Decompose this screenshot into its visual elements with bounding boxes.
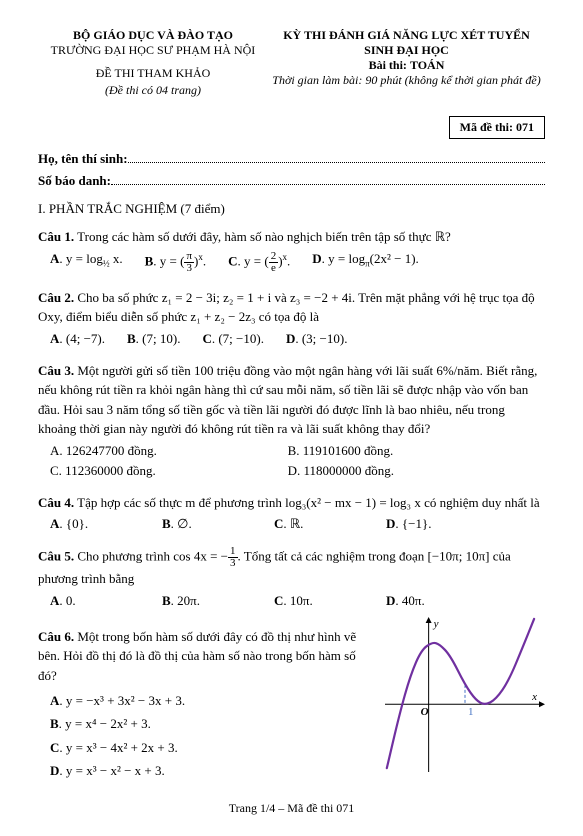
q4-text: Tập hợp các số thực m để phương trình lo…: [77, 495, 539, 510]
ref-note: (Đề thi có 04 trang): [38, 83, 268, 98]
id-label: Số báo danh:: [38, 173, 111, 189]
q3-a: A. 126247700 đồng.: [50, 443, 288, 459]
question-5: Câu 5. Cho phương trình cos 4x = −13. Tổ…: [38, 546, 545, 589]
question-4: Câu 4. Tập hợp các số thực m để phương t…: [38, 493, 545, 513]
q1-d: D. y = logπ(2x² − 1).: [312, 251, 419, 274]
subject: TOÁN: [410, 58, 444, 72]
subject-row: Bài thi: TOÁN: [268, 58, 545, 73]
ministry-line: BỘ GIÁO DỤC VÀ ĐÀO TẠO: [38, 28, 268, 43]
q5-frac: 13: [228, 546, 238, 569]
q1-c: C. y = (2e)x.: [228, 251, 290, 274]
exam-code-box: Mã đề thi: 071: [449, 116, 545, 139]
q4-options: A. {0}. B. ∅. C. ℝ. D. {−1}.: [50, 516, 545, 536]
name-label: Họ, tên thí sinh:: [38, 151, 128, 167]
q3-d: D. 118000000 đồng.: [288, 463, 526, 479]
q4-c: C. ℝ.: [274, 516, 364, 532]
q4-a: A. {0}.: [50, 516, 140, 532]
cubic-graph: 1 x y O: [385, 617, 545, 772]
exam-title: KỲ THI ĐÁNH GIÁ NĂNG LỰC XÉT TUYỂN SINH …: [268, 28, 545, 58]
q6-text: Một trong bốn hàm số dưới đây có đồ thị …: [38, 629, 356, 683]
question-1: Câu 1. Trong các hàm số dưới đây, hàm số…: [38, 227, 545, 247]
q1-b: B. y = (π3)x.: [145, 251, 207, 274]
q1-text: Trong các hàm số dưới đây, hàm số nào ng…: [77, 229, 451, 244]
header-right: KỲ THI ĐÁNH GIÁ NĂNG LỰC XÉT TUYỂN SINH …: [268, 28, 545, 139]
q2-options: A. (4; −7). B. (7; 10). C. (7; −10). D. …: [50, 331, 545, 351]
q3-b: B. 119101600 đồng.: [288, 443, 526, 459]
page-footer: Trang 1/4 – Mã đề thi 071: [38, 801, 545, 816]
ref-title: ĐỀ THI THAM KHẢO: [38, 66, 268, 81]
q3-c: C. 112360000 đồng.: [50, 463, 288, 479]
q3-label: Câu 3.: [38, 363, 74, 378]
section-1-title: I. PHẦN TRẮC NGHIỆM (7 điểm): [38, 201, 545, 217]
svg-text:y: y: [433, 618, 439, 630]
q5-b: B. 20π.: [162, 593, 252, 609]
svg-text:1: 1: [468, 706, 474, 718]
q2-label: Câu 2.: [38, 290, 74, 305]
q5-options: A. 0. B. 20π. C. 10π. D. 40π.: [50, 593, 545, 613]
id-fill: [111, 175, 545, 185]
q3-text: Một người gửi số tiền 100 triệu đồng vào…: [38, 363, 537, 437]
q2-a: A. (4; −7).: [50, 331, 105, 347]
header: BỘ GIÁO DỤC VÀ ĐÀO TẠO TRƯỜNG ĐẠI HỌC SƯ…: [38, 28, 545, 139]
q4-b: B. ∅.: [162, 516, 252, 532]
q4-d: D. {−1}.: [386, 516, 476, 532]
svg-text:x: x: [531, 691, 537, 703]
q1-a: A. y = log½ x.: [50, 251, 123, 274]
question-6-block: 1 x y O Câu 6. Một trong bốn hàm số dưới đâ…: [38, 617, 545, 783]
question-2: Câu 2. Cho ba số phức z₁ = 2 − 3i; z₂ = …: [38, 288, 545, 327]
q5-d: D. 40π.: [386, 593, 476, 609]
q2-b: B. (7; 10).: [127, 331, 180, 347]
header-left: BỘ GIÁO DỤC VÀ ĐÀO TẠO TRƯỜNG ĐẠI HỌC SƯ…: [38, 28, 268, 139]
q2-d: D. (3; −10).: [286, 331, 348, 347]
candidate-id-row: Số báo danh:: [38, 173, 545, 189]
q3-options: A. 126247700 đồng. B. 119101600 đồng. C.…: [50, 443, 545, 483]
q5-c: C. 10π.: [274, 593, 364, 609]
q1-label: Câu 1.: [38, 229, 74, 244]
question-3: Câu 3. Một người gửi số tiền 100 triệu đ…: [38, 361, 545, 439]
q5-a: A. 0.: [50, 593, 140, 609]
q5-pre: Cho phương trình cos 4x = −: [77, 548, 228, 563]
school-line: TRƯỜNG ĐẠI HỌC SƯ PHẠM HÀ NỘI: [38, 43, 268, 58]
q4-label: Câu 4.: [38, 495, 74, 510]
exam-page: BỘ GIÁO DỤC VÀ ĐÀO TẠO TRƯỜNG ĐẠI HỌC SƯ…: [0, 0, 583, 836]
subject-label: Bài thi:: [369, 58, 407, 72]
svg-text:O: O: [421, 706, 429, 718]
candidate-name-row: Họ, tên thí sinh:: [38, 151, 545, 167]
q2-text: Cho ba số phức z₁ = 2 − 3i; z₂ = 1 + i v…: [38, 290, 535, 325]
q2-c: C. (7; −10).: [202, 331, 264, 347]
q5-label: Câu 5.: [38, 548, 74, 563]
q6-label: Câu 6.: [38, 629, 74, 644]
time-note: Thời gian làm bài: 90 phút (không kể thờ…: [268, 73, 545, 88]
name-fill: [128, 153, 545, 163]
q1-options: A. y = log½ x. B. y = (π3)x. C. y = (2e)…: [50, 251, 545, 278]
